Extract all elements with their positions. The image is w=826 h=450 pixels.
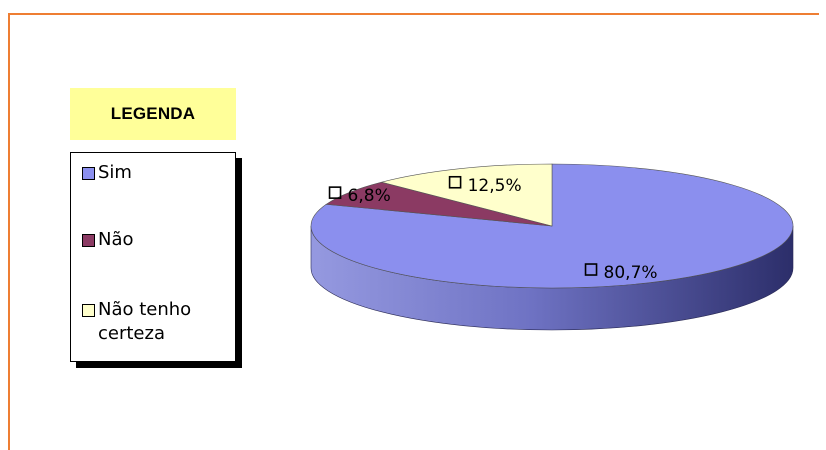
frame-left-border [8, 13, 10, 450]
legend-label-nao: Não [98, 229, 134, 250]
legend: Sim Não Não tenho certeza [70, 152, 236, 362]
legend-swatch-sim [82, 167, 95, 180]
pie-slice-2 [381, 163, 553, 227]
legend-swatch-nao-tenho-certeza [82, 304, 95, 317]
data-label-2: 12,5% [468, 176, 522, 196]
legend-title: LEGENDA [70, 88, 236, 140]
legend-label-nao-tenho-certeza: Não tenho certeza [98, 299, 192, 344]
legend-item-nao-tenho-certeza: Não tenho certeza [82, 298, 238, 346]
data-label-0: 80,7% [604, 263, 658, 283]
data-label-marker-0 [584, 263, 598, 276]
frame-top-border [8, 13, 819, 15]
data-label-marker-2 [448, 175, 462, 189]
legend-swatch-nao [82, 234, 95, 247]
legend-item-sim: Sim [82, 161, 238, 185]
data-label-marker-1 [328, 186, 342, 199]
legend-item-nao: Não [82, 228, 238, 252]
data-label-1: 6,8% [348, 186, 391, 206]
legend-label-sim: Sim [98, 162, 132, 183]
